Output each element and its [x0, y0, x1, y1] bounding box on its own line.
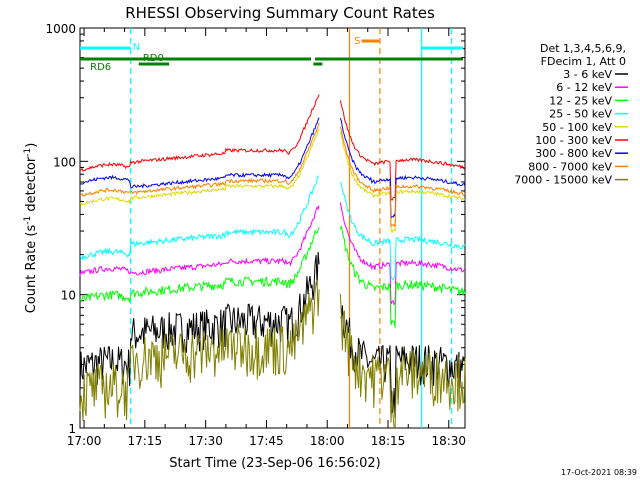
legend-entry-label: 12 - 25 keV: [549, 94, 612, 107]
legend-entry-label: 7000 - 15000 keV: [514, 174, 612, 187]
x-axis-label: Start Time (23-Sep-06 16:56:02): [169, 456, 380, 471]
legend-entry-label: 50 - 100 keV: [542, 121, 612, 134]
flag-label-rd6: RD6: [90, 62, 111, 73]
chart-title: RHESSI Observing Summary Count Rates: [125, 4, 435, 22]
x-tick-label: 17:30: [188, 434, 223, 448]
y-tick-label: 1000: [45, 22, 76, 36]
legend-entry-label: 25 - 50 keV: [549, 108, 612, 121]
series-line: [79, 122, 466, 228]
x-tick-label: 18:00: [310, 434, 345, 448]
series-line: [79, 251, 466, 418]
x-tick-label: 17:45: [249, 434, 284, 448]
x-tick-label: 18:15: [371, 434, 406, 448]
series-line: [79, 280, 466, 428]
series-line: [80, 128, 466, 234]
series-line: [79, 117, 466, 220]
y-axis-label: Count Rate (s-1 detector-1): [23, 143, 39, 314]
legend-entry-label: 6 - 12 keV: [556, 81, 612, 94]
y-tick-label: 1: [68, 422, 76, 436]
y-tick-label: 100: [53, 155, 76, 169]
y-tick-label: 10: [61, 289, 76, 303]
legend-entry-label: 3 - 6 keV: [563, 68, 612, 81]
x-tick-label: 17:00: [67, 434, 102, 448]
legend-entry-label: 100 - 300 keV: [535, 134, 612, 147]
timestamp-footer: 17-Oct-2021 08:39: [561, 468, 637, 477]
x-tick-label: 17:15: [128, 434, 163, 448]
plot-frame: [79, 27, 466, 429]
legend-header: Det 1,3,4,5,6,9,: [540, 42, 626, 55]
flag-label-rd0: RD0: [143, 53, 164, 64]
x-tick-label: 18:30: [431, 434, 466, 448]
series-line: [80, 94, 466, 202]
series-line: [79, 175, 466, 281]
flag-label-n: N: [133, 42, 140, 53]
legend-header: FDecim 1, Att 0: [541, 55, 626, 68]
series-line: [79, 225, 466, 328]
series-line: [79, 202, 466, 306]
flag-label-s: S: [354, 36, 360, 47]
legend-entry-label: 300 - 800 keV: [535, 147, 612, 160]
legend-entry-label: 800 - 7000 keV: [528, 160, 612, 173]
